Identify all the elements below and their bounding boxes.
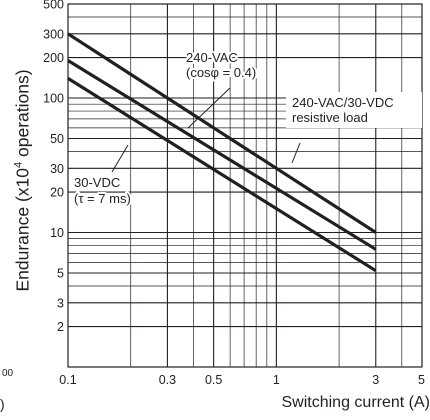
y-tick-label: 3: [57, 296, 64, 310]
y-axis-title-exponent: 4: [12, 161, 25, 168]
y-tick-label: 300: [43, 27, 64, 41]
x-tick-label: 0.5: [205, 373, 222, 387]
y-tick-label: 50: [50, 132, 64, 146]
grid-minor: [68, 4, 422, 367]
annotation-leader-line: [291, 142, 301, 164]
endurance-curve-1: [67, 32, 377, 234]
x-tick-label: 1: [273, 373, 280, 387]
annotation-layer: 240-VAC(cosφ = 0.4) 240-VAC/30-VDCresisti…: [72, 48, 422, 208]
annotation-text: 30-VDC: [74, 175, 120, 190]
annotation-leader-line: [111, 144, 129, 173]
y-axis-title-suffix: operations): [12, 68, 33, 162]
annotation-text: (τ = 7 ms): [74, 191, 131, 206]
x-tick-labels: 0.1 0.3 0.5 1 3 5: [59, 373, 425, 387]
grid-major: [68, 4, 422, 367]
cropped-neighbor-text: 00 ): [0, 368, 14, 420]
y-tick-label: 100: [43, 92, 64, 106]
annotation-leaders: [111, 87, 301, 173]
y-tick-label: 500: [43, 0, 64, 12]
plot-frame: [67, 3, 423, 368]
y-tick-label: 10: [50, 226, 64, 240]
cropped-text-bottom: ): [0, 396, 5, 412]
annotation-text: resistive load: [292, 110, 368, 125]
series-layer: [67, 32, 377, 273]
annotation-text: 240-VAC: [186, 50, 238, 65]
x-tick-label: 0.3: [159, 373, 176, 387]
cropped-text-top: 00: [2, 368, 14, 379]
annotation-background: [286, 92, 422, 128]
y-tick-label: 5: [57, 266, 64, 280]
y-tick-label: 30: [50, 162, 64, 176]
x-tick-label: 0.1: [59, 373, 76, 387]
y-axis-title: Endurance (x104 operations): [2, 10, 44, 350]
endurance-curve-3: [67, 76, 377, 273]
y-tick-label: 200: [43, 51, 64, 65]
annotation-text: 240-VAC/30-VDC: [292, 95, 394, 110]
y-tick-label: 2: [57, 320, 64, 334]
x-axis-title: Switching current (A): [281, 394, 430, 411]
annotation-text: (cosφ = 0.4): [186, 65, 256, 80]
x-tick-label: 3: [372, 373, 379, 387]
endurance-curve-2: [67, 59, 377, 251]
annotation-leader-line: [187, 87, 231, 129]
y-tick-labels: 2 3 5 10 20 30 50 100 200 300 500: [43, 0, 64, 334]
x-tick-label: 5: [418, 373, 425, 387]
y-axis-title-prefix: Endurance (x10: [12, 167, 33, 292]
y-tick-label: 20: [50, 186, 64, 200]
